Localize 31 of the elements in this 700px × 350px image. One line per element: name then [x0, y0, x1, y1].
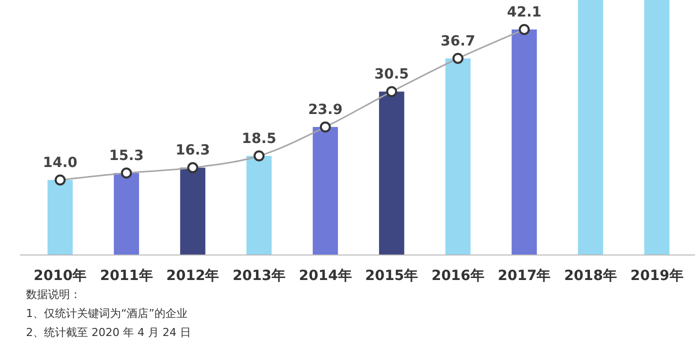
x-tick-label: 2017年 [498, 268, 551, 284]
data-label: 14.0 [42, 155, 78, 171]
x-tick-label: 2019年 [630, 268, 684, 284]
data-label: 16.3 [175, 142, 210, 159]
data-label: 30.5 [374, 66, 409, 83]
x-tick-label: 2010年 [34, 268, 87, 284]
bar [114, 173, 140, 255]
x-tick-label: 2012年 [166, 268, 220, 284]
x-tick-label: 2013年 [232, 268, 286, 284]
x-tick-label: 2011年 [100, 268, 153, 284]
bar [578, 0, 604, 255]
x-tick-label: 2015年 [365, 268, 418, 284]
bar [445, 58, 471, 255]
x-tick-label: 2016年 [431, 268, 484, 284]
bar [312, 126, 338, 255]
bar [246, 156, 272, 255]
data-label: 15.3 [109, 148, 144, 164]
bar [379, 92, 404, 255]
data-label: 42.1 [506, 4, 542, 20]
bar [512, 29, 537, 255]
bar [48, 180, 73, 255]
x-tick-label: 2018年 [564, 268, 618, 284]
text: 数据说明： [26, 288, 81, 301]
data-label: 18.5 [242, 130, 276, 147]
x-tick-label: 2014年 [298, 268, 352, 284]
bar [180, 168, 206, 255]
text: 2、统计截至 2020 年 4 月 24 日 [26, 326, 191, 339]
data-label: 36.7 [440, 33, 476, 50]
text: 1、仅统计关键词为“酒店”的企业 [26, 307, 188, 320]
bar [644, 0, 670, 255]
data-label: 23.9 [308, 102, 343, 118]
